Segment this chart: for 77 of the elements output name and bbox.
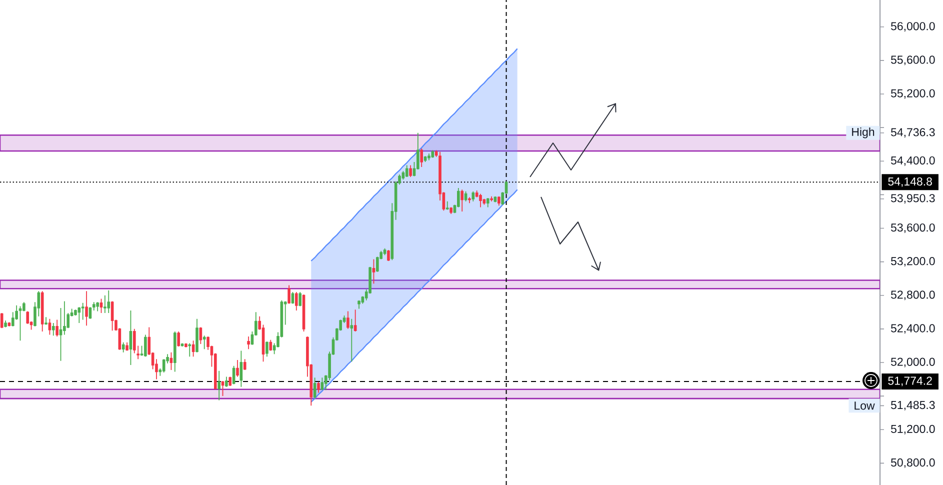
- candlestick: [81, 302, 84, 320]
- candlestick: [298, 292, 302, 307]
- candlestick: [354, 309, 357, 332]
- candlestick: [387, 250, 390, 262]
- candlestick: [192, 340, 195, 358]
- candlestick: [269, 339, 272, 352]
- candlestick: [196, 318, 198, 353]
- candlestick: [479, 193, 482, 208]
- candlestick: [320, 377, 324, 391]
- candlestick: [52, 322, 55, 336]
- candlestick: [144, 334, 147, 358]
- candlestick: [490, 196, 493, 202]
- candlestick: [498, 196, 500, 206]
- candlestick: [346, 310, 350, 330]
- candlestick: [317, 381, 320, 394]
- candlestick: [44, 316, 48, 326]
- candlestick: [240, 350, 243, 388]
- candlestick: [4, 320, 7, 328]
- candlestick: [96, 302, 99, 312]
- candlestick: [40, 290, 44, 332]
- line-series: [310, 189, 518, 403]
- candlestick: [18, 306, 22, 342]
- y-tick-label: 55,200.0: [890, 89, 935, 99]
- ref-line-label: 51,774.2: [888, 376, 932, 386]
- candlestick: [122, 342, 125, 353]
- candlestick: [78, 306, 81, 324]
- candlestick: [228, 376, 232, 386]
- candlestick: [92, 302, 96, 311]
- candlestick: [85, 290, 88, 326]
- y-tick-label: 53,200.0: [890, 257, 935, 267]
- candlestick: [295, 292, 298, 311]
- y-tick-label: 52,000.0: [890, 358, 935, 368]
- candlestick: [218, 370, 220, 401]
- candlestick: [358, 300, 360, 310]
- candlestick: [188, 342, 192, 358]
- y-tick-label: 56,000.0: [890, 22, 935, 32]
- candlestick: [372, 258, 376, 284]
- y-tick-label: 51,485.3: [890, 400, 935, 410]
- candlestick: [431, 150, 434, 158]
- y-tick-label: 51,200.0: [890, 424, 935, 434]
- annotation: High: [852, 128, 874, 138]
- line-series: [310, 48, 518, 262]
- y-tick-label: 52,400.0: [890, 324, 935, 334]
- candlestick: [266, 341, 268, 358]
- candlestick: [405, 164, 408, 178]
- candlestick: [472, 190, 475, 202]
- candlestick: [420, 148, 423, 168]
- candlestick: [104, 294, 106, 314]
- y-tick-label: 53,950.3: [890, 194, 935, 204]
- candlestick: [350, 318, 354, 362]
- candlestick: [236, 360, 239, 378]
- y-tick-label: 53,600.0: [890, 223, 935, 233]
- candlestick: [173, 330, 176, 372]
- candlestick: [450, 206, 452, 214]
- candlestick: [247, 336, 250, 350]
- candlestick: [460, 189, 464, 212]
- candlestick: [202, 335, 206, 350]
- candlestick: [288, 284, 290, 304]
- y-tick-label: 52,800.0: [890, 290, 935, 300]
- candlestick: [409, 164, 412, 178]
- annotation: Low: [854, 402, 875, 410]
- candlestick: [225, 376, 228, 388]
- candlestick: [184, 342, 188, 348]
- candlestick: [107, 290, 110, 314]
- candlestick: [468, 196, 471, 204]
- candlestick: [446, 200, 449, 210]
- y-tick-label: 50,800.0: [890, 458, 935, 468]
- y-tick-label: 54,736.3: [890, 128, 935, 138]
- candlestick: [243, 358, 246, 370]
- candlestick: [56, 319, 58, 337]
- candlestick: [428, 153, 430, 161]
- y-tick-label: 55,600.0: [890, 56, 935, 66]
- candlestick: [486, 198, 490, 208]
- candlestick: [177, 330, 180, 347]
- ref-line-label: 54,148.8: [888, 177, 932, 187]
- candlestick: [126, 342, 128, 352]
- y-tick-label: 54,400.0: [890, 156, 935, 166]
